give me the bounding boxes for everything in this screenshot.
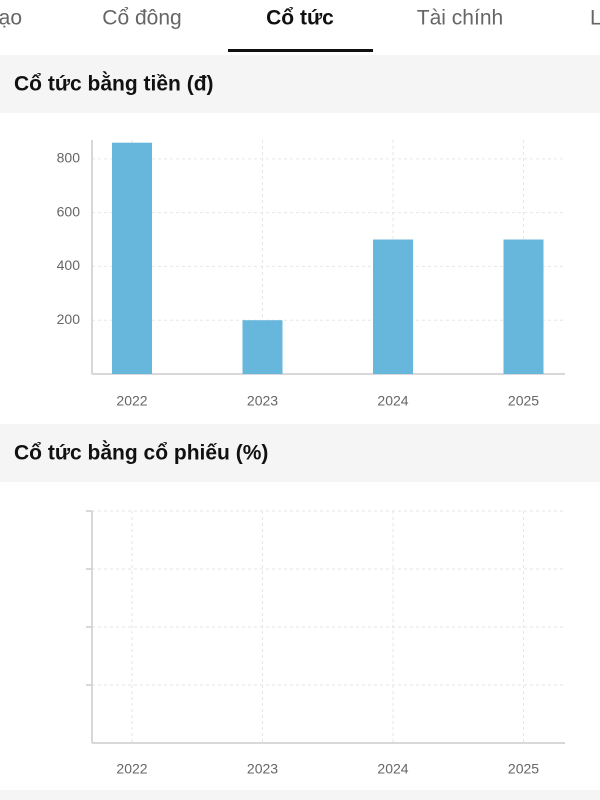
x-tick-label: 2022 [116, 393, 147, 409]
bar [373, 239, 413, 374]
bar [503, 239, 544, 374]
x-tick-label: 2023 [247, 393, 278, 409]
x-tick-label: 2022 [116, 761, 147, 777]
section-title: Cổ tức bằng tiền (đ) [14, 72, 214, 96]
x-tick-label: 2025 [508, 761, 539, 777]
section-header [0, 55, 600, 113]
tab-bar [0, 0, 600, 54]
tab[interactable]: Cổ đông [102, 7, 181, 30]
section-header [0, 424, 600, 482]
tab[interactable]: ạo [0, 7, 22, 30]
section-title: Cổ tức bằng cổ phiếu (%) [14, 441, 268, 465]
bar [242, 320, 283, 374]
y-tick-label: 200 [57, 311, 81, 327]
section-footer [0, 790, 600, 800]
x-tick-label: 2025 [508, 393, 539, 409]
y-tick-label: 800 [57, 150, 81, 166]
tabs: ạo Cổ đông Cổ tức Tài chính Li [0, 7, 600, 52]
y-tick-label: 400 [57, 257, 81, 273]
x-tick-label: 2024 [377, 393, 408, 409]
tab[interactable]: Tài chính [417, 7, 503, 30]
x-tick-label: 2024 [377, 761, 408, 777]
x-tick-label: 2023 [247, 761, 278, 777]
bar [112, 142, 152, 374]
active-tab-underline [228, 49, 373, 52]
y-tick-label: 600 [57, 203, 81, 219]
tab[interactable]: Li [590, 7, 600, 30]
empty-axis-ticks [86, 510, 565, 686]
tab[interactable]: Cổ tức [266, 7, 334, 30]
